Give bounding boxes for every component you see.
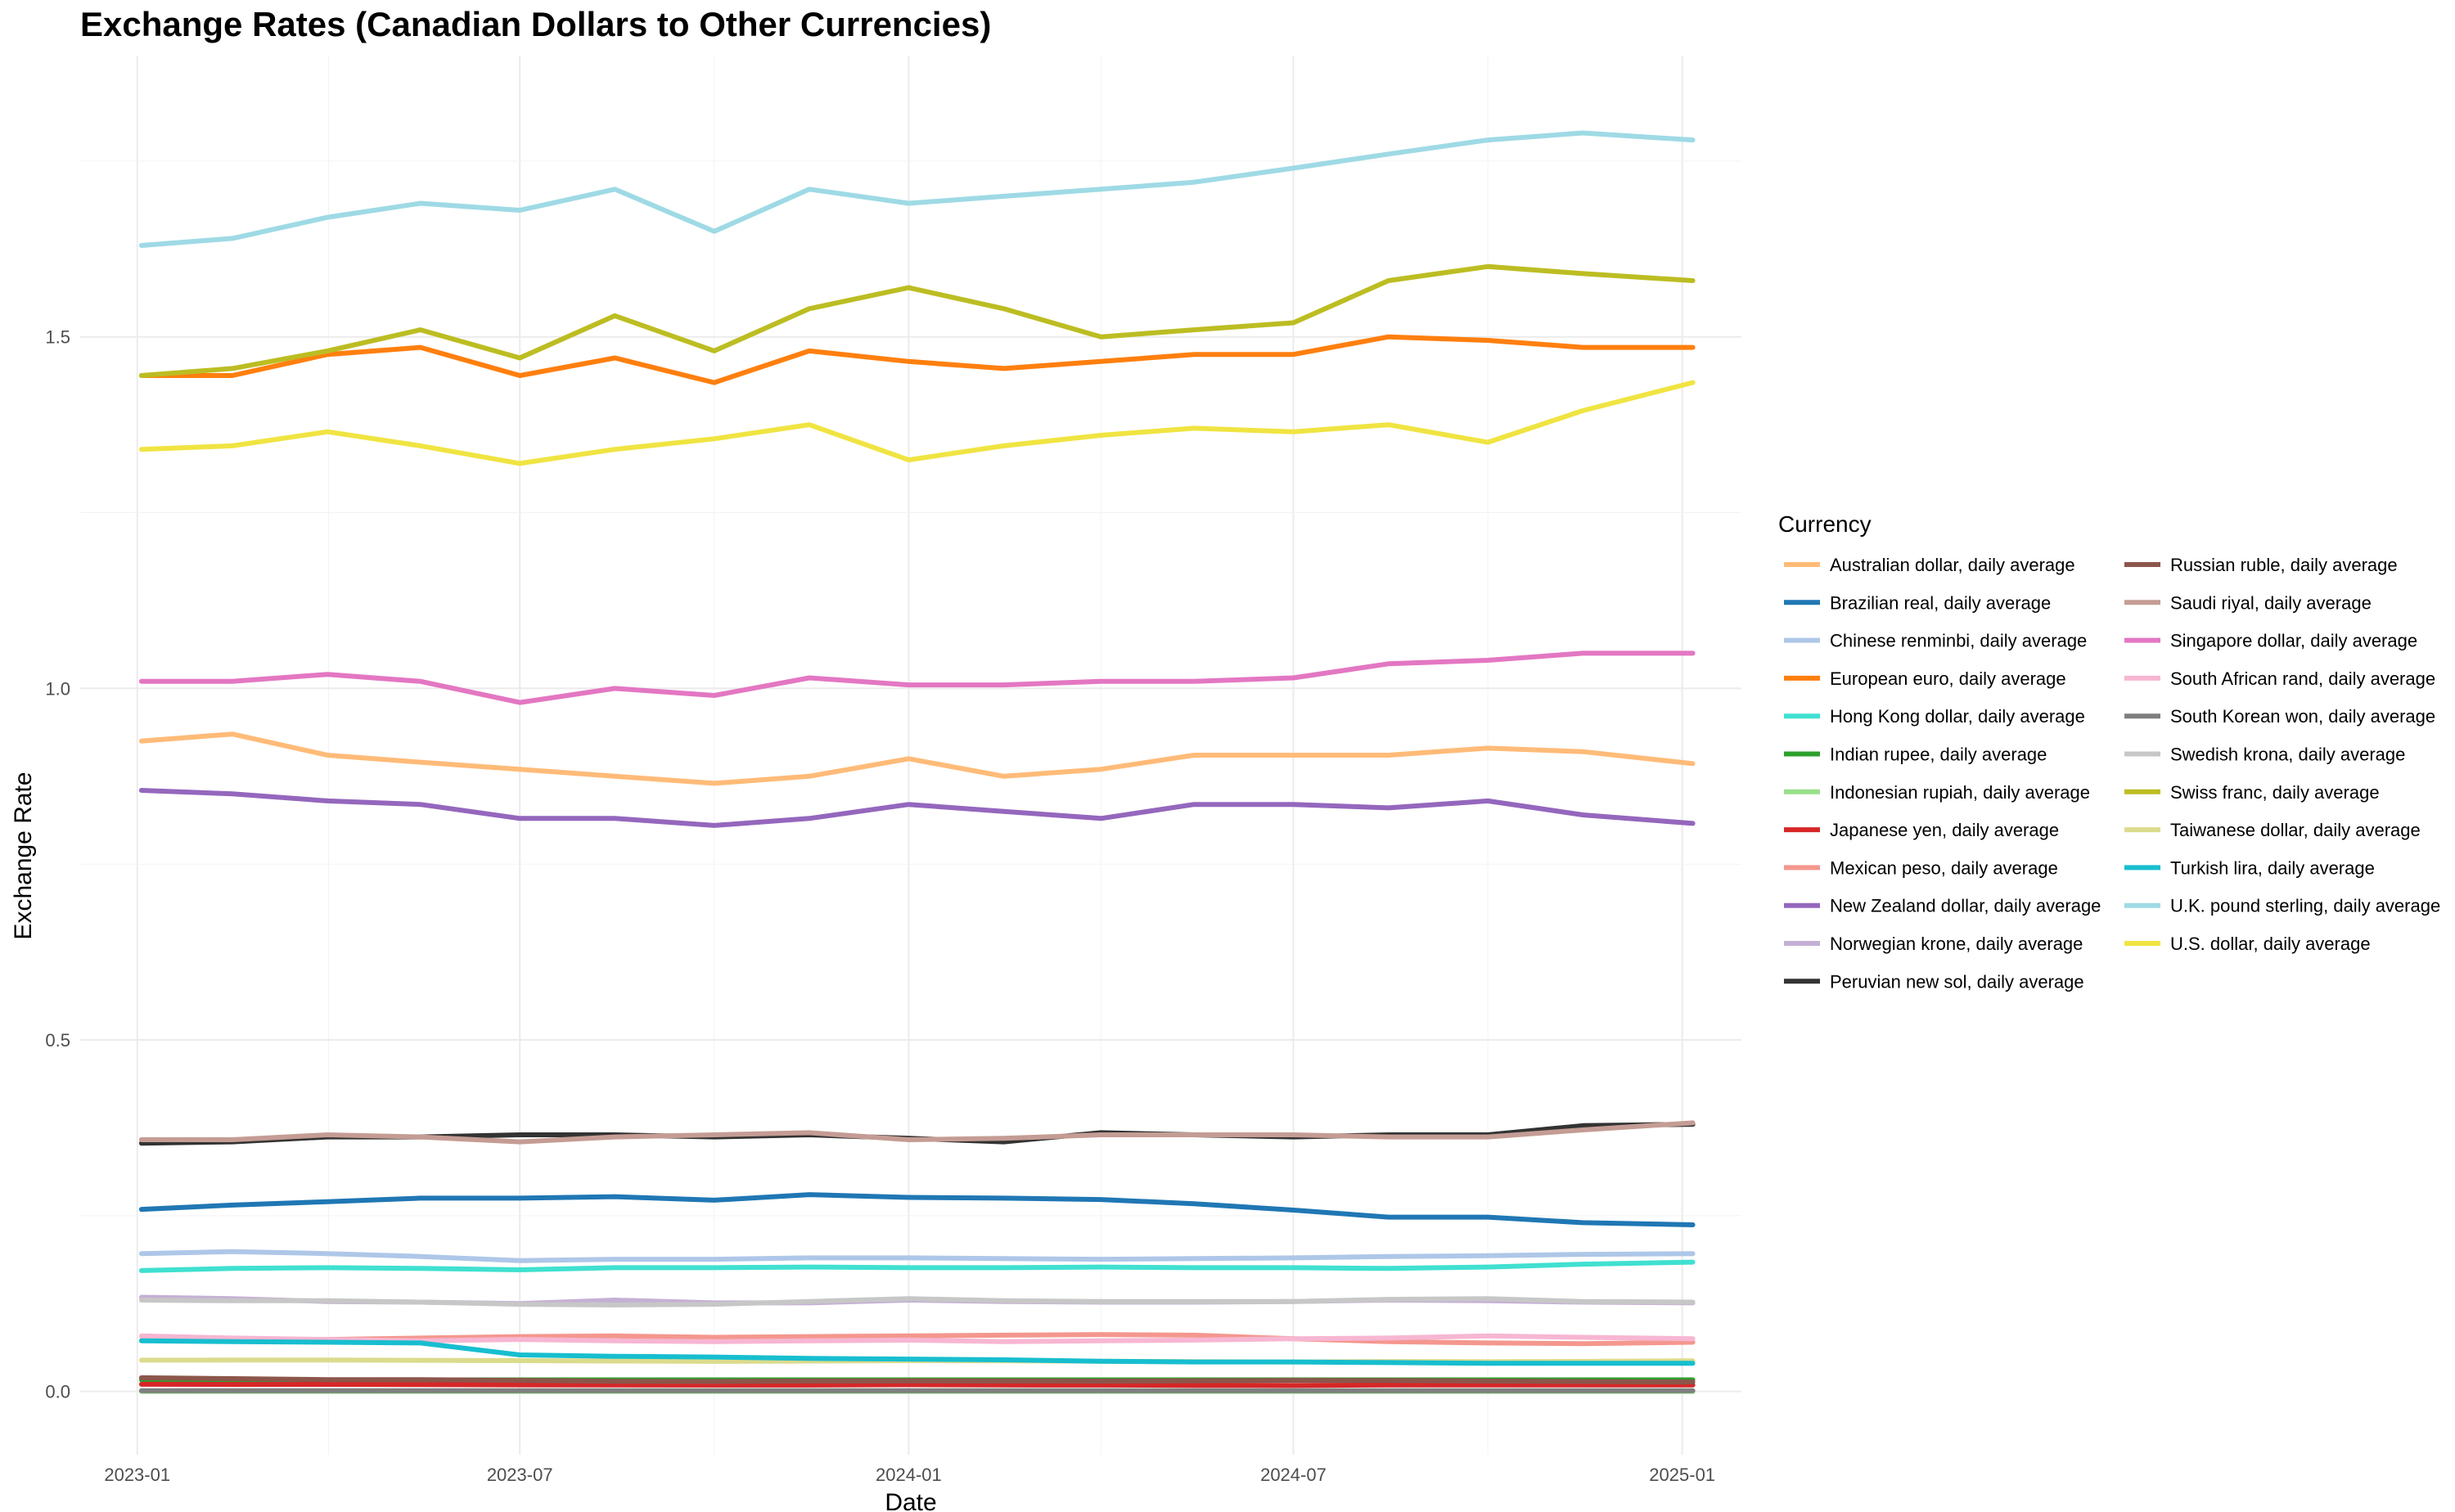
legend-label-indonesian-rupiah-daily-average: Indonesian rupiah, daily average [1830, 782, 2090, 803]
y-tick-label: 0.0 [45, 1382, 70, 1402]
x-axis-title: Date [885, 1489, 936, 1512]
series-line-european-euro-daily-average [138, 334, 1696, 385]
y-tick-label: 0.5 [45, 1030, 70, 1051]
legend-label-australian-dollar-daily-average: Australian dollar, daily average [1830, 555, 2075, 575]
x-tick-label: 2024-01 [876, 1465, 942, 1485]
legend-label-russian-ruble-daily-average: Russian ruble, daily average [2170, 555, 2398, 575]
x-tick-label: 2024-07 [1260, 1465, 1327, 1485]
x-tick-label: 2023-07 [487, 1465, 553, 1485]
legend-label-swiss-franc-daily-average: Swiss franc, daily average [2170, 782, 2380, 803]
series-line-singapore-dollar-daily-average [138, 650, 1696, 705]
series-line-hong-kong-dollar-daily-average [138, 1259, 1696, 1273]
series-line-chinese-renminbi-daily-average [138, 1249, 1696, 1263]
series-line-saudi-riyal-daily-average [138, 1120, 1696, 1145]
series-line-swedish-krona-daily-average [138, 1296, 1696, 1307]
series-line-u-k-pound-sterling-daily-average [138, 130, 1696, 248]
legend-label-south-korean-won-daily-average: South Korean won, daily average [2170, 706, 2435, 727]
y-axis-ticks: 0.0 0.5 1.0 1.5 [45, 327, 70, 1402]
y-axis-title: Exchange Rate [10, 772, 37, 939]
legend-label-norwegian-krone-daily-average: Norwegian krone, daily average [1830, 934, 2083, 954]
legend: Currency Australian dollar, daily averag… [1778, 511, 2440, 992]
series-line-japanese-yen-daily-average [138, 1381, 1696, 1388]
series-line-turkish-lira-daily-average [138, 1338, 1696, 1366]
legend-label-u-k-pound-sterling-daily-average: U.K. pound sterling, daily average [2170, 896, 2440, 916]
legend-label-mexican-peso-daily-average: Mexican peso, daily average [1830, 857, 2058, 878]
plot-series [138, 130, 1696, 1394]
legend-label-peruvian-new-sol-daily-average: Peruvian new sol, daily average [1830, 971, 2084, 992]
series-line-swiss-franc-daily-average [138, 263, 1696, 378]
x-tick-label: 2025-01 [1649, 1465, 1715, 1485]
legend-label-taiwanese-dollar-daily-average: Taiwanese dollar, daily average [2170, 820, 2421, 840]
chart-title: Exchange Rates (Canadian Dollars to Othe… [80, 5, 991, 43]
legend-label-swedish-krona-daily-average: Swedish krona, daily average [2170, 745, 2405, 765]
series-line-australian-dollar-daily-average [138, 731, 1696, 786]
y-tick-label: 1.5 [45, 327, 70, 348]
legend-label-turkish-lira-daily-average: Turkish lira, daily average [2170, 857, 2375, 878]
legend-label-south-african-rand-daily-average: South African rand, daily average [2170, 668, 2435, 689]
y-tick-label: 1.0 [45, 678, 70, 699]
legend-label-new-zealand-dollar-daily-average: New Zealand dollar, daily average [1830, 896, 2101, 916]
legend-label-indian-rupee-daily-average: Indian rupee, daily average [1830, 745, 2047, 765]
series-line-brazilian-real-daily-average [138, 1192, 1696, 1227]
series-line-russian-ruble-daily-average [138, 1375, 1696, 1385]
legend-label-saudi-riyal-daily-average: Saudi riyal, daily average [2170, 592, 2372, 613]
legend-label-chinese-renminbi-daily-average: Chinese renminbi, daily average [1830, 631, 2087, 651]
x-axis-ticks: 2023-01 2023-07 2024-01 2024-07 2025-01 [104, 1465, 1715, 1485]
legend-label-singapore-dollar-daily-average: Singapore dollar, daily average [2170, 631, 2417, 651]
x-tick-label: 2023-01 [104, 1465, 170, 1485]
legend-label-japanese-yen-daily-average: Japanese yen, daily average [1830, 820, 2059, 840]
series-line-new-zealand-dollar-daily-average [138, 788, 1696, 828]
legend-label-european-euro-daily-average: European euro, daily average [1830, 668, 2066, 689]
series-line-u-s-dollar-daily-average [138, 380, 1696, 466]
legend-label-u-s-dollar-daily-average: U.S. dollar, daily average [2170, 934, 2371, 954]
legend-label-brazilian-real-daily-average: Brazilian real, daily average [1830, 592, 2051, 613]
legend-label-hong-kong-dollar-daily-average: Hong Kong dollar, daily average [1830, 706, 2085, 727]
legend-title: Currency [1778, 511, 1872, 537]
